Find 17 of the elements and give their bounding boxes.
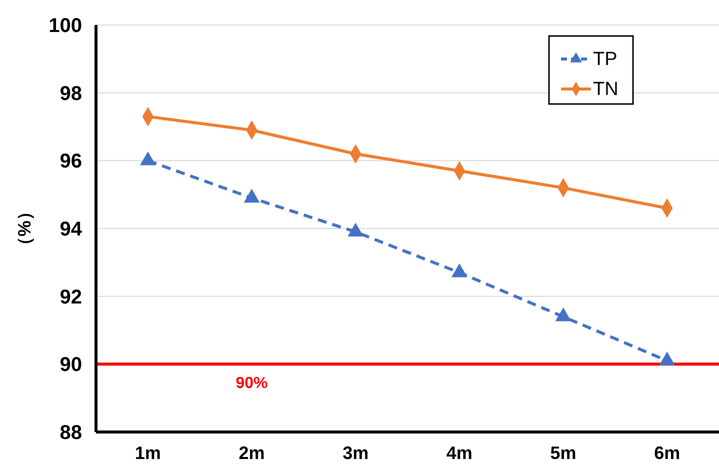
ref-line-label: 90% <box>236 375 268 392</box>
x-tick-label: 1m <box>134 443 161 463</box>
y-axis-title: （%） <box>14 202 34 255</box>
y-tick-label: 92 <box>60 286 82 308</box>
x-tick-label: 5m <box>550 443 576 463</box>
x-tick-label: 4m <box>446 443 472 463</box>
y-tick-label: 94 <box>60 218 83 240</box>
y-tick-label: 96 <box>60 150 82 173</box>
y-tick-label: 100 <box>48 15 82 37</box>
y-tick-label: 90 <box>60 354 82 376</box>
legend-label: TP <box>593 49 618 70</box>
x-tick-label: 3m <box>342 443 369 463</box>
x-tick-label: 2m <box>238 443 265 463</box>
y-tick-label: 88 <box>60 422 82 444</box>
y-tick-label: 98 <box>60 82 82 105</box>
legend-label: TN <box>593 79 618 100</box>
x-tick-label: 6m <box>654 443 680 463</box>
